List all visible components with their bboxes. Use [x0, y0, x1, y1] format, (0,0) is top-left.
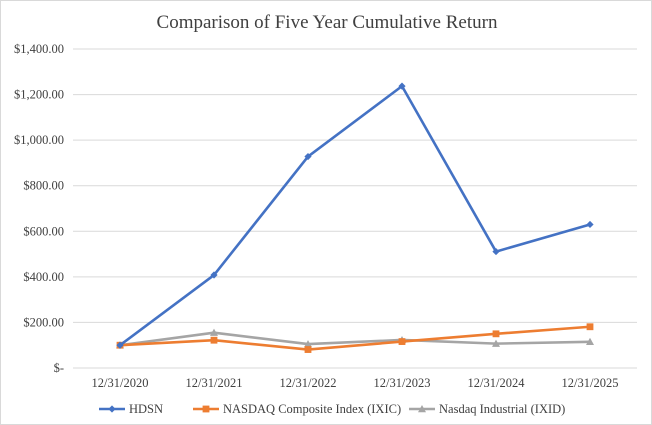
data-point [304, 346, 312, 353]
data-point [210, 271, 218, 279]
data-point [304, 340, 312, 348]
legend-item: NASDAQ Composite Index (IXIC) [193, 402, 401, 416]
data-point [398, 338, 406, 345]
y-tick-label: $1,400.00 [14, 42, 64, 56]
legend-swatch-marker [108, 405, 116, 413]
data-point [210, 328, 218, 336]
y-tick-label: $800.00 [23, 179, 64, 193]
gridlines [73, 48, 637, 369]
y-tick-label: $600.00 [23, 224, 64, 238]
y-tick-label: $400.00 [23, 270, 64, 284]
data-point [398, 82, 406, 90]
data-point [492, 339, 500, 347]
y-axis-ticks: $- $200.00 $400.00 $600.00 $800.00 $1,000.00 $… [14, 42, 64, 375]
series-group [116, 82, 594, 353]
legend-item: HDSN [99, 402, 163, 416]
x-tick-label: 12/31/2025 [562, 376, 619, 390]
series-line [119, 331, 591, 347]
data-point [116, 341, 124, 349]
series-nasdaq-composite-index-ixic [116, 323, 594, 353]
y-tick-label: $- [54, 361, 64, 375]
y-tick-label: $200.00 [23, 315, 64, 329]
x-tick-label: 12/31/2024 [468, 376, 526, 390]
series-hdsn [116, 82, 594, 349]
series-line [119, 84, 591, 347]
y-tick-label: $1,200.00 [14, 88, 64, 102]
x-tick-label: 12/31/2021 [186, 376, 243, 390]
data-point [586, 220, 594, 229]
chart-title: Comparison of Five Year Cumulative Retur… [157, 12, 498, 33]
legend: HDSN NASDAQ Composite Index (IXIC) Nasdaq … [99, 402, 565, 416]
data-point [586, 337, 594, 345]
legend-item: Nasdaq Industrial (IXID) [409, 402, 565, 416]
legend-label: NASDAQ Composite Index (IXIC) [223, 402, 401, 416]
legend-swatch-marker [418, 405, 426, 413]
data-point [304, 152, 312, 161]
y-tick-label: $1,000.00 [14, 133, 64, 147]
data-point [492, 330, 500, 338]
data-point [210, 336, 218, 344]
legend-label: Nasdaq Industrial (IXID) [439, 402, 565, 416]
x-tick-label: 12/31/2020 [92, 376, 149, 390]
x-tick-label: 12/31/2023 [374, 376, 431, 390]
legend-label: HDSN [129, 402, 163, 416]
data-point [586, 323, 594, 331]
series-line [119, 325, 591, 351]
x-tick-label: 12/31/2022 [280, 376, 337, 390]
legend-swatch-marker [202, 405, 210, 413]
x-axis-ticks: 12/31/2020 12/31/2021 12/31/2022 12/31/2023… [92, 376, 619, 390]
data-point [492, 247, 500, 256]
